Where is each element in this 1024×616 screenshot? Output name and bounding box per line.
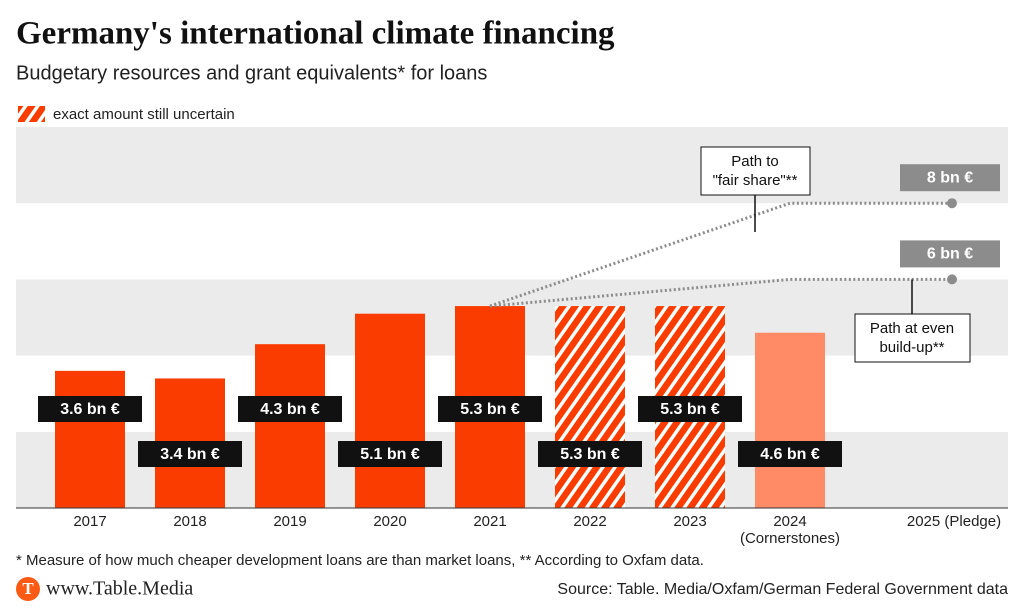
- x-tick-label: 2018: [173, 513, 206, 530]
- x-tick-label: 2024 (Cornerstones): [740, 513, 840, 547]
- chart-title: Germany's international climate financin…: [16, 16, 615, 52]
- callout-text: Path to "fair share"**: [713, 153, 798, 189]
- bar: [355, 313, 425, 508]
- legend-swatch: [18, 106, 45, 122]
- value-label-box: [538, 441, 642, 467]
- value-label-box: [38, 396, 142, 422]
- bar: [555, 306, 625, 508]
- pledge-label: 6 bn €: [927, 246, 973, 263]
- plot: 3.6 bn € 3.4 bn € 4.3 bn € 5.1 bn € 5.3 bn €…: [16, 127, 1008, 547]
- footnote: * Measure of how much cheaper developmen…: [16, 552, 704, 569]
- value-label: 5.3 bn €: [560, 446, 620, 463]
- logo: [16, 577, 40, 601]
- x-tick-label: 2025 (Pledge): [907, 513, 1001, 530]
- source: Source: Table. Media/Oxfam/German Federa…: [557, 581, 1008, 598]
- bar: [755, 332, 825, 508]
- grid-band: [16, 203, 1008, 280]
- site: www.Table.Media: [46, 578, 193, 600]
- value-label-box: [738, 441, 842, 467]
- pledge-label: 8 bn €: [927, 169, 973, 186]
- pledge-label-box: [900, 164, 1000, 192]
- x-tick-label: 2021: [473, 513, 506, 530]
- bar: [55, 370, 125, 508]
- grid-band: [16, 127, 1008, 204]
- value-label: 3.4 bn €: [160, 446, 220, 463]
- value-label: 4.6 bn €: [760, 446, 820, 463]
- x-tick-label: 2019: [273, 513, 306, 530]
- x-tick-label: 2017: [73, 513, 106, 530]
- value-label: 3.6 bn €: [60, 401, 120, 418]
- pledge-path: [489, 277, 952, 308]
- legend-label: exact amount still uncertain: [53, 106, 235, 123]
- callout-box: [854, 313, 971, 363]
- pledge-dot: [947, 274, 957, 285]
- value-label-box: [438, 396, 542, 422]
- value-label: 5.3 bn €: [660, 401, 720, 418]
- value-label-box: [238, 396, 342, 422]
- value-label-box: [338, 441, 442, 467]
- x-tick-label: 2023: [673, 513, 706, 530]
- callout-box: [700, 146, 811, 196]
- x-tick-label: 2020: [373, 513, 406, 530]
- subtitle: Budgetary resources and grant equivalent…: [16, 62, 487, 84]
- value-label: 5.1 bn €: [360, 446, 420, 463]
- callout-text: Path at even build-up**: [870, 320, 954, 356]
- bar: [255, 344, 325, 508]
- value-label-box: [138, 441, 242, 467]
- logo-letter: T: [22, 579, 34, 598]
- pledge-dot: [947, 198, 957, 209]
- value-label-box: [638, 396, 742, 422]
- value-label: 5.3 bn €: [460, 401, 520, 418]
- x-tick-label: 2022: [573, 513, 606, 530]
- pledge-label-box: [900, 240, 1000, 268]
- value-label: 4.3 bn €: [260, 401, 320, 418]
